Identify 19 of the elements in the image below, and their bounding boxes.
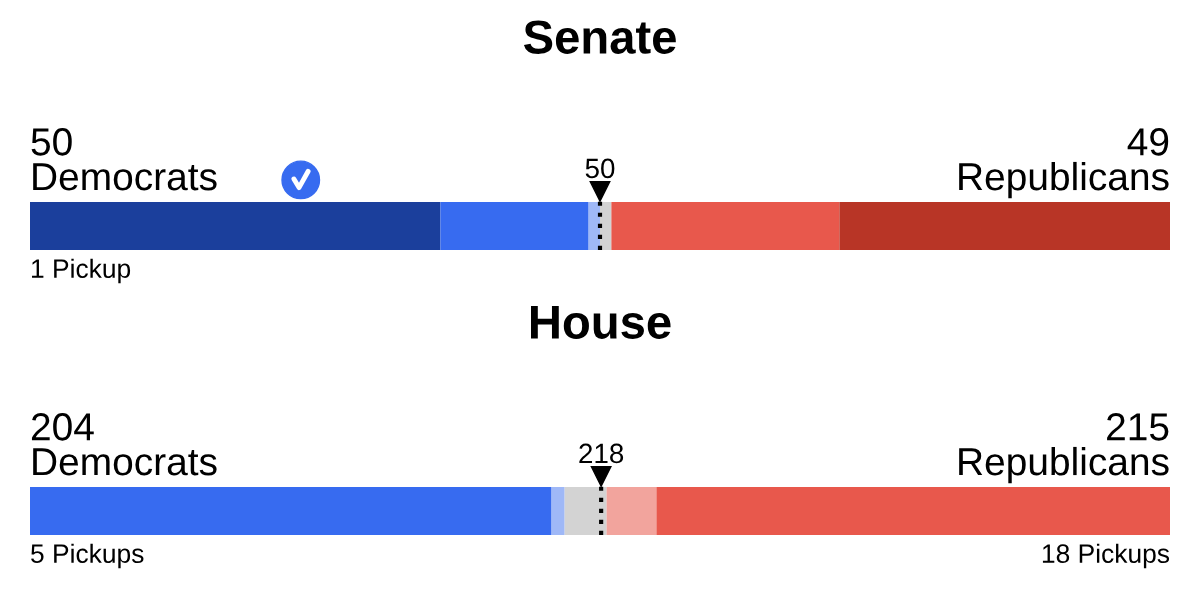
- ref-line-label: 50: [585, 158, 615, 179]
- bar: [656, 487, 1170, 535]
- bar: [551, 487, 565, 535]
- bar: [564, 487, 607, 535]
- text: 1 Pickup: [32, 258, 131, 284]
- text: 18 Pickups: [1042, 543, 1170, 569]
- bar: [30, 202, 441, 250]
- chart-title: House: [531, 305, 671, 339]
- text: 204 Democrats: [31, 413, 217, 476]
- text: 50 Democrats: [31, 128, 217, 191]
- bar: [839, 202, 1170, 250]
- chart-title: Senate: [523, 20, 676, 54]
- text: 5 Pickups: [31, 543, 144, 569]
- bar: [30, 487, 552, 535]
- text: 218: [579, 443, 624, 464]
- bar: [440, 202, 589, 250]
- bar: [611, 202, 840, 250]
- text: 49 Republicans: [959, 128, 1169, 199]
- text: 215 Republicans: [959, 413, 1169, 484]
